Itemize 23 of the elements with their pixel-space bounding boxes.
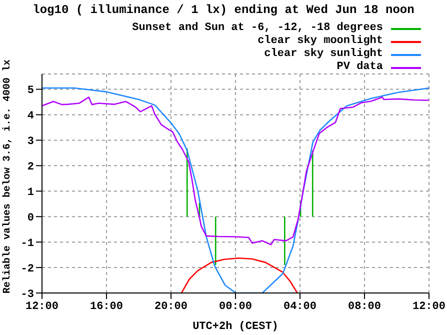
chart-title: log10 ( illuminance / 1 lx) ending at Wed Jun 18 noon [32,2,416,19]
x-tick-label: 08:00 [348,300,382,313]
y-tick-label: 0 [27,212,34,225]
y-tick-label: -2 [20,263,34,276]
y-tick-label: -3 [20,288,34,301]
y-tick-label: 1 [27,187,34,200]
legend-label: clear sky moonlight [258,35,383,48]
y-axis-title: Reliable values below 3.6, i.e. 4000 lx [2,59,14,294]
x-tick-label: 20:00 [154,300,188,313]
x-tick-label: 12:00 [25,300,59,313]
legend-label: PV data [336,61,383,74]
x-tick-label: 12:00 [412,300,446,313]
legend-label: Sunset and Sun at -6, -12, -18 degrees [132,22,383,35]
y-tick-label: 5 [27,85,34,98]
legend-label: clear sky sunlight [264,48,383,61]
x-tick-label: 00:00 [218,300,252,313]
y-tick-label: 4 [27,110,34,123]
x-tick-label: 04:00 [283,300,317,313]
x-tick-label: 16:00 [90,300,124,313]
y-tick-label: -1 [20,238,34,250]
x-axis-title: UTC+2h (CEST) [192,321,278,333]
y-tick-label: 3 [27,136,34,148]
y-tick-label: 2 [27,162,34,174]
